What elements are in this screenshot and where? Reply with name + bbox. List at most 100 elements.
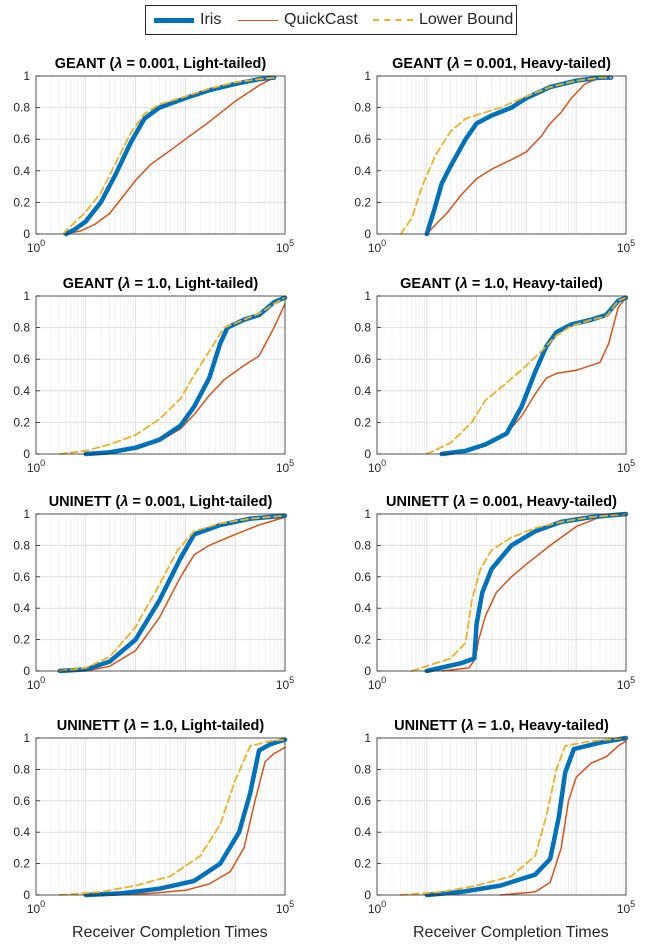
series-line-iris [439, 295, 629, 457]
y-tick-label: 0.2 [13, 857, 30, 871]
x-tick-label: 100 [27, 458, 45, 475]
series-line-iris [424, 735, 629, 898]
series-line-quickcast [441, 514, 627, 672]
series-line-iris [63, 75, 277, 237]
y-tick-label: 0.2 [354, 633, 371, 647]
y-tick-label: 0.6 [354, 132, 371, 146]
series-line-lower-bound [62, 76, 275, 235]
chart-panel: 0 0.2 0.4 0.6 0.8 1 100 105 UNINETT (λ = 0.001, … [354, 494, 635, 692]
y-tick-label: 0.6 [13, 132, 30, 146]
chart-panel: 0 0.2 0.4 0.6 0.8 1 100 105 GEANT (λ = 1.0, Heav… [354, 276, 635, 475]
y-tick-label: 0.8 [13, 101, 30, 115]
y-tick-label: 0.2 [13, 633, 30, 647]
y-tick-label: 1 [23, 731, 30, 745]
y-tick-label: 0 [23, 888, 30, 902]
series-line-quickcast [85, 516, 286, 672]
y-tick-label: 0.6 [13, 570, 30, 584]
chart-panel: 0 0.2 0.4 0.6 0.8 1 100 105 UNINETT (λ = 0.001, … [13, 494, 294, 692]
x-tick-label: 100 [27, 238, 45, 255]
axes-box [35, 513, 286, 672]
y-tick-label: 1 [23, 69, 30, 83]
axes-box [376, 295, 627, 455]
y-tick-label: 0.4 [354, 164, 371, 178]
series-line-lower-bound [58, 514, 286, 672]
chart-panel: 0 0.2 0.4 0.6 0.8 1 100 105 GEANT (λ = 0.001, Li… [13, 56, 294, 255]
chart-title: GEANT (λ = 0.001, Heavy-tailed) [392, 56, 611, 72]
y-tick-label: 0 [364, 664, 371, 678]
y-tick-label: 0.2 [13, 415, 30, 429]
series-line-iris [83, 737, 288, 898]
y-tick-label: 0.8 [13, 538, 30, 552]
series-line-quickcast [65, 76, 275, 235]
y-tick-label: 0.6 [354, 794, 371, 808]
y-tick-label: 0.2 [13, 195, 30, 209]
x-tick-label: 105 [276, 458, 294, 475]
y-tick-label: 0.8 [354, 538, 371, 552]
x-axis-label: Receiver Completion Times [72, 924, 268, 941]
chart-panel: 0 0.2 0.4 0.6 0.8 1 100 105 GEANT (λ = 0.001, He… [354, 56, 635, 255]
x-tick-label: 100 [27, 899, 45, 916]
legend-label: Iris [200, 11, 222, 28]
series-line-lower-bound [425, 296, 627, 455]
y-tick-label: 0 [364, 227, 371, 241]
x-tick-label: 105 [276, 899, 294, 916]
y-tick-label: 0.8 [354, 762, 371, 776]
x-tick-label: 105 [276, 675, 294, 692]
y-tick-label: 0.4 [354, 825, 371, 839]
x-tick-label: 100 [368, 675, 386, 692]
x-tick-label: 105 [617, 238, 635, 255]
x-tick-label: 100 [27, 675, 45, 692]
series-line-iris [83, 295, 288, 457]
chart-title: UNINETT (λ = 0.001, Light-tailed) [49, 494, 273, 510]
x-tick-label: 105 [617, 458, 635, 475]
chart-panel: 0 0.2 0.4 0.6 0.8 1 100 105 GEANT (λ = 1.0, Ligh… [13, 276, 294, 475]
y-tick-label: 0 [23, 227, 30, 241]
axes-box [376, 75, 627, 235]
series-line-lower-bound [58, 738, 286, 896]
y-tick-label: 0 [364, 888, 371, 902]
legend-swatch-quickcast [238, 19, 278, 21]
x-tick-label: 105 [617, 675, 635, 692]
series-line-lower-bound [410, 513, 627, 672]
y-tick-label: 0.6 [13, 352, 30, 366]
y-tick-label: 0.2 [354, 195, 371, 209]
chart-title: UNINETT (λ = 0.001, Heavy-tailed) [386, 494, 617, 510]
axes-box [376, 513, 627, 672]
y-tick-label: 1 [364, 731, 371, 745]
legend-swatch-iris [154, 17, 194, 23]
y-tick-label: 0.4 [13, 825, 30, 839]
legend: Iris QuickCast Lower Bound [145, 5, 517, 35]
legend-item-lower-bound: Lower Bound [373, 6, 513, 34]
y-tick-label: 1 [364, 69, 371, 83]
y-tick-label: 1 [23, 289, 30, 303]
series-line-quickcast [108, 746, 286, 896]
series-line-quickcast [426, 76, 612, 235]
y-tick-label: 0.6 [354, 570, 371, 584]
y-tick-label: 0 [364, 447, 371, 461]
y-tick-label: 0.4 [13, 164, 30, 178]
x-tick-label: 105 [617, 899, 635, 916]
chart-title: UNINETT (λ = 1.0, Heavy-tailed) [394, 718, 609, 734]
x-axis-label: Receiver Completion Times [413, 924, 609, 941]
y-tick-label: 0.8 [13, 321, 30, 335]
chart-title: GEANT (λ = 1.0, Light-tailed) [63, 276, 259, 292]
series-line-lower-bound [58, 296, 286, 455]
legend-label: QuickCast [284, 11, 358, 28]
y-tick-label: 0.2 [354, 415, 371, 429]
y-tick-label: 0.4 [354, 601, 371, 615]
y-tick-label: 1 [23, 507, 30, 521]
y-tick-label: 0.4 [13, 601, 30, 615]
y-tick-label: 0.6 [13, 794, 30, 808]
y-tick-label: 1 [364, 289, 371, 303]
chart-panel: 0 0.2 0.4 0.6 0.8 1 100 105 UNINETT (λ = 1.0, He… [354, 718, 635, 916]
y-tick-label: 0.4 [354, 384, 371, 398]
x-tick-label: 105 [276, 238, 294, 255]
axes-box [35, 75, 286, 235]
x-tick-label: 100 [368, 458, 386, 475]
y-tick-label: 0.8 [354, 321, 371, 335]
y-tick-label: 1 [364, 507, 371, 521]
chart-title: GEANT (λ = 1.0, Heavy-tailed) [400, 276, 603, 292]
series-line-lower-bound [399, 76, 612, 235]
y-tick-label: 0.8 [354, 101, 371, 115]
